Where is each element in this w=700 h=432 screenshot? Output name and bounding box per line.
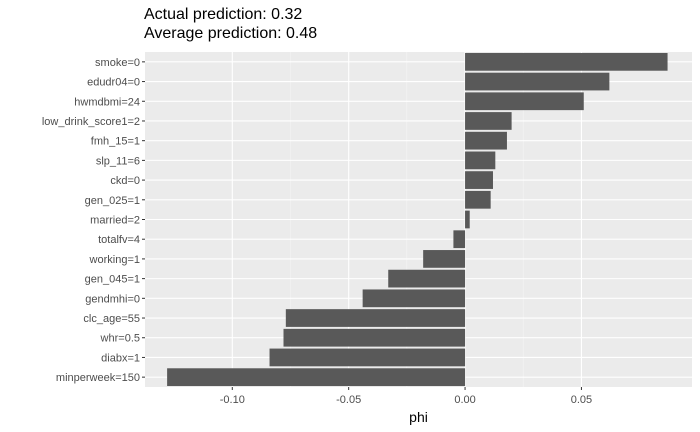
y-tick-label: minperweek=150 xyxy=(56,372,140,384)
bar xyxy=(167,368,466,387)
bar xyxy=(465,92,584,111)
x-axis: -0.10 -0.05 0.00 0.05 xyxy=(220,387,592,406)
y-tick-label: fmh_15=1 xyxy=(91,136,140,148)
bar xyxy=(465,171,493,189)
bar xyxy=(362,289,466,308)
x-tick-label: 0.00 xyxy=(454,394,475,406)
chart-title-line-1: Actual prediction: 0.32 xyxy=(144,6,303,23)
x-tick-label: -0.10 xyxy=(220,394,245,406)
y-tick-label: hwmdbmi=24 xyxy=(74,96,140,108)
bar xyxy=(453,230,466,249)
y-tick-label: low_drink_score1=2 xyxy=(42,116,140,128)
bar xyxy=(465,112,512,130)
bar xyxy=(283,328,466,347)
y-tick-label: working=1 xyxy=(89,254,140,266)
bar xyxy=(465,72,610,91)
y-axis: smoke=0 edudr04=0 hwmdbmi=24 low_drink_scor… xyxy=(42,57,145,384)
y-tick-label: diabx=1 xyxy=(101,352,140,364)
bars xyxy=(167,52,668,387)
y-tick-label: edudr04=0 xyxy=(87,77,140,89)
y-tick-label: clc_age=55 xyxy=(83,313,140,325)
bar xyxy=(423,250,466,268)
x-axis-label: phi xyxy=(409,409,428,425)
y-tick-label: totalfv=4 xyxy=(98,234,140,246)
bar xyxy=(285,309,466,327)
y-tick-label: smoke=0 xyxy=(95,57,140,69)
bar xyxy=(465,52,668,71)
y-tick-label: slp_11=6 xyxy=(96,155,140,167)
x-tick-label: -0.05 xyxy=(336,394,361,406)
bar xyxy=(465,131,507,150)
bar xyxy=(269,348,466,367)
bar xyxy=(465,151,496,170)
bar xyxy=(388,269,466,288)
y-tick-label: gendmhi=0 xyxy=(85,293,140,305)
y-tick-label: gen_045=1 xyxy=(85,274,140,286)
bar xyxy=(465,190,491,209)
x-tick-label: 0.05 xyxy=(571,394,592,406)
bar xyxy=(465,210,470,229)
y-tick-label: gen_025=1 xyxy=(85,195,140,207)
y-tick-label: whr=0.5 xyxy=(100,333,140,345)
y-tick-label: ckd=0 xyxy=(110,175,140,187)
chart-title-line-2: Average prediction: 0.48 xyxy=(144,25,318,42)
y-tick-label: married=2 xyxy=(90,215,140,227)
